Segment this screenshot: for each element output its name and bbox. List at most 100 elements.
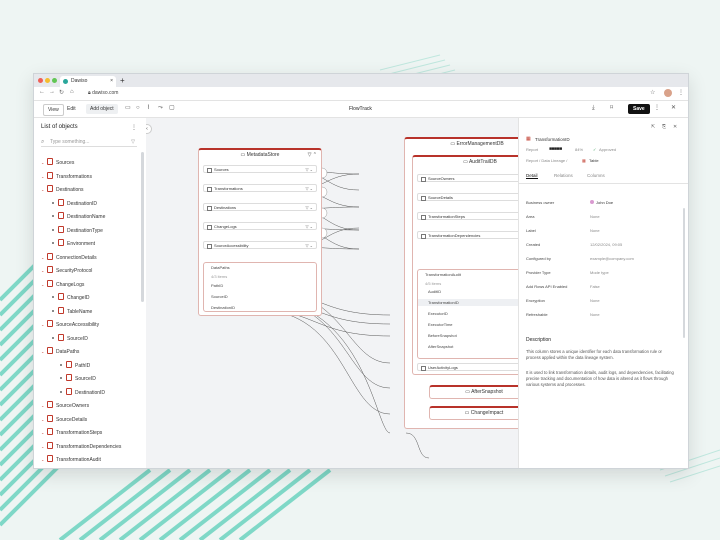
metadata-row[interactable]: SourceAccessibility ▽ ⌄: [203, 241, 317, 249]
tree-item[interactable]: DestinationID: [60, 387, 105, 398]
lineage-canvas[interactable]: ‹ ▭ MetadataStore ▽ ⌃ Sources ▽ ⌄ Transform…: [146, 118, 518, 468]
chevron-icon[interactable]: ⌄: [41, 173, 45, 179]
more-options-icon[interactable]: ⋮: [654, 105, 660, 111]
audit-row[interactable]: TransformationDependencies▽ ⌄: [417, 231, 518, 239]
tree-item[interactable]: ⌄ SecurityProtocol: [41, 266, 92, 276]
tree-item[interactable]: ⌄ ConnectionDetails: [41, 252, 97, 263]
tree-item[interactable]: ⌄ SourceAccessibility: [41, 320, 99, 330]
datapath-item[interactable]: DestinationID: [211, 304, 235, 311]
chevron-icon[interactable]: ⌄: [41, 160, 45, 165]
chevron-icon[interactable]: ⌄: [41, 457, 45, 462]
reload-icon[interactable]: ↻: [59, 90, 65, 96]
view-button[interactable]: View: [43, 104, 64, 116]
chevron-icon[interactable]: ⌄: [41, 322, 45, 327]
back-icon[interactable]: ←: [39, 89, 45, 95]
metadata-row[interactable]: Sources ▽ ⌄: [203, 165, 317, 173]
node-actions-icon[interactable]: ▽ ⌃: [307, 152, 317, 158]
tree-item[interactable]: ⌄ Destinations: [41, 185, 84, 195]
line-tool-icon[interactable]: ⌇: [147, 105, 150, 111]
tree-item[interactable]: ⌄ ChangeLogs: [41, 279, 84, 290]
tab-relations[interactable]: Relations: [554, 173, 573, 178]
download-icon[interactable]: ⤓: [592, 105, 595, 111]
transformation-audit-group[interactable]: TransformationAudit 4/5 items AuditID Tra…: [417, 269, 518, 359]
chevron-icon[interactable]: ⌄: [41, 430, 45, 435]
tab-detail[interactable]: Detail: [526, 173, 538, 179]
tree-item[interactable]: ⌄ Transformations: [41, 171, 92, 182]
forward-icon[interactable]: →: [49, 89, 55, 95]
open-external-icon[interactable]: ⇱: [651, 124, 656, 130]
metadata-store-node[interactable]: ▭ MetadataStore ▽ ⌃ Sources ▽ ⌄ Transformat…: [198, 148, 322, 316]
tree-item[interactable]: ⌄ DataPaths: [41, 347, 79, 357]
audit-item[interactable]: ExecutorTime: [418, 321, 518, 328]
rectangle-tool-icon[interactable]: ▭: [125, 105, 131, 111]
detail-scrollbar[interactable]: [683, 208, 685, 338]
audit-item[interactable]: TransformationID: [418, 299, 518, 306]
circle-tool-icon[interactable]: ○: [136, 105, 140, 111]
close-window-dot[interactable]: [38, 78, 43, 83]
row-actions-icon[interactable]: ▽ ⌄: [305, 224, 313, 229]
tree-item[interactable]: ⌄ TransformationSteps: [41, 428, 102, 438]
chevron-icon[interactable]: ⌄: [41, 403, 45, 408]
close-icon[interactable]: ✕: [671, 105, 677, 111]
add-object-button[interactable]: Add object: [86, 104, 118, 114]
new-tab-icon[interactable]: +: [120, 76, 125, 85]
chevron-icon[interactable]: ⌄: [41, 254, 45, 260]
home-icon[interactable]: ⌂: [70, 89, 74, 95]
browser-menu-icon[interactable]: ⋮: [678, 90, 684, 96]
connector-tool-icon[interactable]: ⤳: [158, 105, 163, 111]
datapaths-group[interactable]: DataPaths 4/3 items PathID SourceID Destin…: [203, 262, 317, 312]
after-snapshot-node[interactable]: ▭ AfterSnapshot: [429, 385, 518, 399]
row-actions-icon[interactable]: ▽ ⌄: [305, 205, 313, 210]
tree-item[interactable]: ⌄ TransformationDependencies: [41, 441, 121, 452]
tree-item[interactable]: ⌄ SourceOwners: [41, 401, 89, 411]
audit-item[interactable]: AuditID: [418, 288, 518, 295]
datapath-item[interactable]: PathID: [211, 282, 223, 289]
tree-item[interactable]: DestinationName: [52, 212, 105, 222]
tab-columns[interactable]: Columns: [587, 173, 605, 178]
tree-item[interactable]: ⌄ Sources: [41, 158, 74, 168]
profile-avatar[interactable]: [664, 89, 672, 97]
row-actions-icon[interactable]: ▽ ⌄: [305, 186, 313, 191]
row-actions-icon[interactable]: ▽ ⌄: [305, 167, 313, 172]
close-tab-icon[interactable]: ×: [110, 78, 113, 84]
chevron-icon[interactable]: ⌄: [41, 349, 45, 354]
minimize-window-dot[interactable]: [45, 78, 50, 83]
url-field[interactable]: 🔒︎ dawiso.com: [88, 89, 118, 98]
collapse-sidebar-icon[interactable]: ‹: [146, 124, 152, 134]
audit-item[interactable]: ExecutorID: [418, 310, 518, 317]
tree-item[interactable]: ⌄ TransformationAudit: [41, 455, 101, 465]
change-impact-node[interactable]: ▭ ChangeImpact: [429, 406, 518, 420]
audit-trail-db-node[interactable]: ▭ AuditTrailDB SourceOwners▽ ⌄ SourceDeta…: [412, 155, 518, 375]
comment-tool-icon[interactable]: ▢: [169, 105, 175, 111]
audit-item[interactable]: AfterSnapshot: [418, 343, 518, 350]
chevron-icon[interactable]: ⌄: [41, 443, 45, 449]
row-actions-icon[interactable]: ▽ ⌄: [305, 243, 313, 248]
error-management-db-node[interactable]: ▭ ErrorManagementDB ▭ AuditTrailDB Sourc…: [404, 137, 518, 429]
edit-button[interactable]: Edit: [67, 106, 76, 112]
copy-icon[interactable]: ⎘: [662, 124, 667, 130]
user-activity-logs-row[interactable]: UserActivityLogs▽ ⌄: [417, 363, 518, 371]
chevron-icon[interactable]: ⌄: [41, 268, 45, 273]
chevron-icon[interactable]: ⌄: [41, 416, 45, 422]
filter-icon[interactable]: ▽: [131, 139, 135, 145]
tree-item[interactable]: DestinationID: [52, 198, 97, 209]
star-icon[interactable]: ☆: [650, 90, 656, 96]
sidebar-menu-icon[interactable]: ⋮: [131, 125, 137, 131]
sidebar-scrollbar[interactable]: [141, 152, 144, 302]
tree-item[interactable]: TableName: [52, 306, 92, 317]
audit-item[interactable]: BeforeSnapshot: [418, 332, 518, 339]
chevron-icon[interactable]: ⌄: [41, 187, 45, 192]
breadcrumb[interactable]: Report / Data Lineage /: [526, 158, 568, 163]
metadata-row[interactable]: Destinations ▽ ⌄: [203, 203, 317, 211]
maximize-window-dot[interactable]: [52, 78, 57, 83]
tree-item[interactable]: SourceID: [60, 374, 96, 384]
audit-row[interactable]: SourceDetails▽ ⌄: [417, 193, 518, 201]
audit-row[interactable]: SourceOwners▽ ⌄: [417, 174, 518, 182]
tree-item[interactable]: SourceID: [52, 333, 88, 344]
tree-item[interactable]: Environment: [52, 239, 95, 249]
metadata-row[interactable]: Transformations ▽ ⌄: [203, 184, 317, 192]
search-input[interactable]: ⌕ Type something... ▽: [41, 137, 137, 147]
tree-item[interactable]: ChangeID: [52, 293, 90, 303]
chevron-icon[interactable]: ⌄: [41, 281, 45, 287]
bookmark-icon[interactable]: ⌑: [610, 105, 614, 111]
